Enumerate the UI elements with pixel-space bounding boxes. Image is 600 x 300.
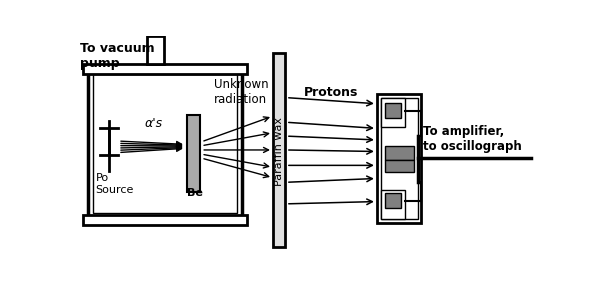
Bar: [187, 115, 200, 192]
Bar: [380, 98, 405, 127]
Bar: [83, 64, 247, 74]
Bar: [385, 160, 414, 172]
Bar: [380, 98, 418, 219]
Text: α's: α's: [144, 117, 163, 130]
Bar: [377, 94, 421, 223]
Bar: [385, 193, 401, 208]
Bar: [94, 74, 236, 213]
Bar: [380, 190, 405, 219]
Bar: [273, 53, 285, 247]
Bar: [148, 36, 164, 64]
Bar: [83, 214, 247, 225]
Text: Paraffin wax: Paraffin wax: [274, 117, 284, 186]
Text: To amplifier,
to oscillograph: To amplifier, to oscillograph: [423, 125, 522, 153]
Text: Protons: Protons: [304, 86, 358, 99]
Bar: [385, 103, 401, 118]
Text: Po
Source: Po Source: [96, 173, 134, 195]
Bar: [88, 68, 242, 218]
Text: Unknown
radiation: Unknown radiation: [214, 78, 268, 106]
Text: To vacuum
pump: To vacuum pump: [80, 42, 155, 70]
Bar: [385, 146, 414, 160]
Text: Be: Be: [187, 188, 203, 198]
